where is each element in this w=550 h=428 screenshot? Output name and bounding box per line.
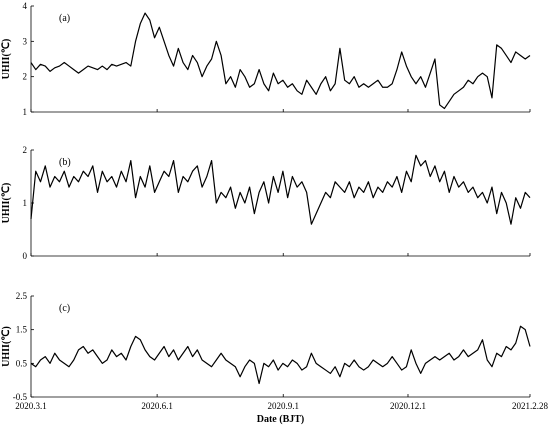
y-tick-label: 1.5 [16, 325, 28, 335]
y-axis-label: UHII(℃) [1, 39, 12, 80]
panel-label: (a) [59, 13, 70, 24]
x-tick-label: 2020.3.1 [15, 401, 47, 411]
x-tick-label: 2021.2.28 [512, 401, 549, 411]
y-tick-label: 0 [23, 251, 28, 261]
y-tick-label: 1 [23, 198, 28, 208]
panel-label: (c) [59, 303, 70, 314]
uhii-series-line [30, 154, 531, 225]
y-axis-label: UHII(℃) [1, 326, 12, 367]
y-tick-label: 2 [23, 72, 28, 82]
x-tick-label: 2020.9.1 [267, 401, 299, 411]
y-axis-label: UHII(℃) [1, 183, 12, 224]
uhii-series-line [30, 12, 531, 110]
y-tick-label: 4 [23, 1, 28, 11]
y-tick-label: -0.5 [13, 392, 28, 402]
panel-3: -0.5 0.5 1.5 2.5 (c) UHII(℃) [1, 291, 531, 402]
y-tick-label: 2 [23, 145, 28, 155]
y-tick-label: 1 [23, 107, 28, 117]
y-tick-label: 2.5 [16, 291, 28, 301]
x-tick-label: 2020.12.1 [390, 401, 426, 411]
uhii-series-line [30, 325, 531, 385]
x-tick-label: 2020.6.1 [141, 401, 173, 411]
x-axis-label: Date (BJT) [257, 414, 305, 425]
y-tick-label: 3 [23, 36, 28, 46]
panel-2: 0 1 2 (b) UHII(℃) [1, 145, 531, 261]
panel-label: (b) [59, 157, 71, 168]
x-axis: 2020.3.1 2020.6.1 2020.9.1 2020.12.1 2021.2.… [15, 401, 548, 425]
panel-1: 1 2 3 4 (a) UHII(℃) [1, 1, 531, 117]
y-tick-label: 0.5 [16, 358, 28, 368]
